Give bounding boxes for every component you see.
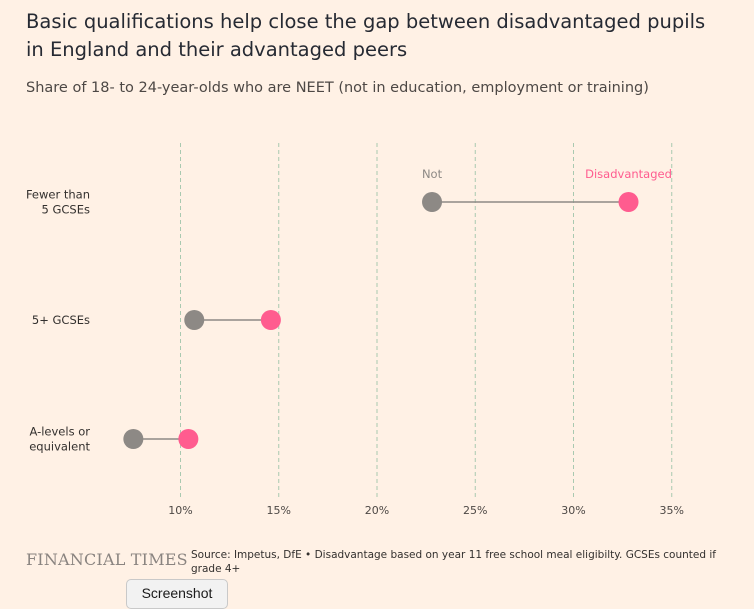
category-label: A-levels or bbox=[29, 425, 90, 439]
x-tick-label: 15% bbox=[267, 504, 291, 517]
category-label: Fewer than bbox=[26, 188, 90, 202]
x-tick-label: 30% bbox=[561, 504, 585, 517]
category-label: 5+ GCSEs bbox=[32, 313, 90, 327]
x-tick-label: 10% bbox=[168, 504, 192, 517]
x-tick-label: 25% bbox=[463, 504, 487, 517]
disadvantaged-point bbox=[618, 192, 639, 212]
series-label: Disadvantaged bbox=[585, 167, 672, 181]
category-label: equivalent bbox=[29, 440, 90, 454]
source-note: Source: Impetus, DfE • Disadvantage base… bbox=[191, 549, 716, 575]
series-label: Not bbox=[422, 167, 443, 181]
not-disadvantaged-point bbox=[422, 192, 443, 212]
not-disadvantaged-point bbox=[123, 429, 144, 449]
x-tick-label: 35% bbox=[660, 504, 684, 517]
not-disadvantaged-point bbox=[184, 310, 205, 330]
ft-logo: FINANCIAL TIMES bbox=[26, 550, 188, 569]
disadvantaged-point bbox=[260, 310, 281, 330]
category-label: 5 GCSEs bbox=[42, 203, 90, 217]
screenshot-button[interactable]: Screenshot bbox=[126, 579, 228, 609]
x-tick-label: 20% bbox=[365, 504, 389, 517]
chart-subtitle: Share of 18- to 24-year-olds who are NEE… bbox=[26, 80, 649, 96]
chart-title: Basic qualifications help close the gap … bbox=[26, 10, 706, 61]
disadvantaged-point bbox=[178, 429, 199, 449]
